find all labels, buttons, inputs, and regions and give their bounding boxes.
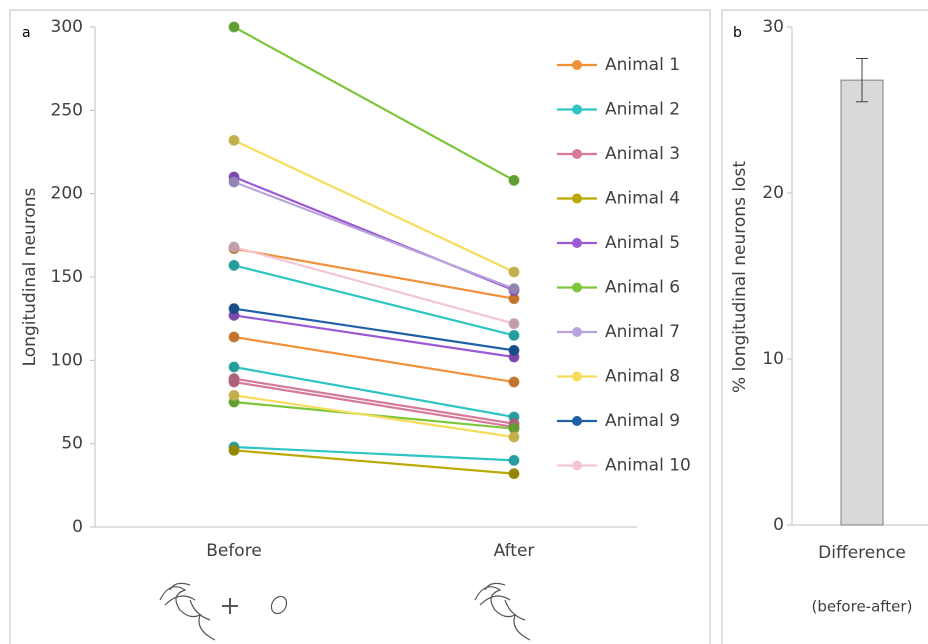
legend-marker [572,327,582,337]
data-point [229,304,239,314]
data-line [234,315,514,357]
legend-label: Animal 5 [605,233,680,253]
legend-marker [572,149,582,159]
x-tick-label: After [494,541,535,561]
legend-label: Animal 2 [605,100,680,120]
data-point [509,330,519,340]
y-tick-label: 30 [762,17,784,37]
legend-marker [572,283,582,293]
data-point [229,377,239,387]
legend-marker [572,461,582,471]
data-point [509,319,519,329]
y-tick-label: 150 [51,267,83,287]
data-point [229,135,239,145]
data-line [234,382,514,427]
legend-marker [572,105,582,115]
data-line [234,140,514,272]
data-point [229,260,239,270]
data-point [229,445,239,455]
data-point [509,345,519,355]
x-tick-label: Difference [818,543,906,563]
data-point [229,177,239,187]
data-point [229,362,239,372]
y-tick-label: 200 [51,184,83,204]
legend-marker [572,238,582,248]
data-point [509,267,519,277]
panel-label: b [733,25,742,41]
legend-label: Animal 6 [605,278,680,298]
y-axis-label: Longitudinal neurons [20,187,40,366]
y-tick-label: 0 [773,515,784,535]
legend-label: Animal 7 [605,322,680,342]
x-axis-label: (before-after) [812,598,913,616]
bar [841,80,883,525]
data-point [509,469,519,479]
legend-label: Animal 8 [605,367,680,387]
y-tick-label: 10 [762,349,784,369]
legend-label: Animal 3 [605,144,680,164]
figure: a b Longitudinal neurons % longitudinal … [0,0,928,644]
y-tick-label: 0 [72,517,83,537]
data-point [229,390,239,400]
legend-label: Animal 9 [605,411,680,431]
legend-marker [572,416,582,426]
legend-marker [572,60,582,70]
data-point [509,432,519,442]
legend-label: Animal 1 [605,55,680,75]
legend-marker [572,372,582,382]
data-point [509,175,519,185]
data-line [234,265,514,335]
panel-label: a [22,25,31,41]
legend-label: Animal 4 [605,189,680,209]
data-point [229,22,239,32]
legend-marker [572,194,582,204]
data-point [509,455,519,465]
data-line [234,247,514,324]
y-tick-label: 100 [51,350,83,370]
y-tick-label: 250 [51,100,83,120]
y-tick-label: 20 [762,183,784,203]
data-line [234,27,514,180]
data-point [229,332,239,342]
worm-icons [160,583,530,640]
x-tick-label: Before [206,541,262,561]
y-tick-label: 300 [51,17,83,37]
y-axis-label: % longitudinal neurons lost [730,161,750,393]
data-point [509,377,519,387]
y-tick-label: 50 [61,434,83,454]
data-point [229,242,239,252]
legend-label: Animal 10 [605,456,691,476]
data-point [509,284,519,294]
